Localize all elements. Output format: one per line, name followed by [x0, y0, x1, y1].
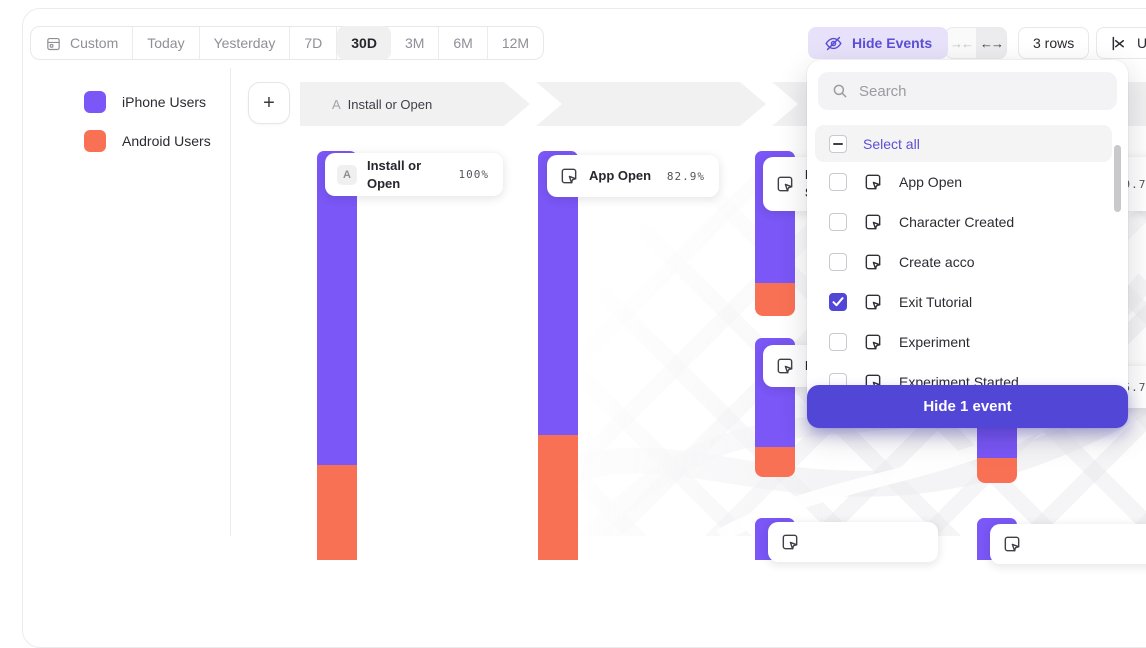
hide-events-label: Hide Events [852, 35, 932, 51]
event-item-character-created[interactable]: Character Created [807, 202, 1128, 242]
event-tap-icon [863, 332, 883, 352]
checkbox-unchecked[interactable] [829, 253, 847, 271]
event-item-label: Create acco [899, 254, 974, 270]
event-search[interactable] [818, 72, 1117, 110]
date-range-6m[interactable]: 6M [439, 27, 487, 59]
legend: iPhone Users Android Users [84, 91, 211, 152]
event-tap-icon [775, 174, 795, 194]
funnel-bar[interactable] [317, 151, 357, 560]
event-tap-icon [863, 292, 883, 312]
collapse-expand-control: →← ←→ [945, 27, 1007, 59]
bar-segment-android [538, 435, 578, 560]
scrollbar-thumb[interactable] [1114, 145, 1121, 212]
event-item-create-acco[interactable]: Create acco [807, 242, 1128, 282]
event-item-label: Experiment [899, 334, 970, 350]
eye-off-icon [824, 34, 843, 53]
date-range-7d[interactable]: 7D [290, 27, 337, 59]
rows-button[interactable]: 3 rows [1018, 27, 1089, 59]
legend-label: Android Users [122, 133, 211, 149]
funnel-step-card[interactable] [990, 524, 1146, 564]
event-item-exit-tutorial[interactable]: Exit Tutorial [807, 282, 1128, 322]
date-range-yesterday[interactable]: Yesterday [200, 27, 291, 59]
funnel-step-card-app-open[interactable]: App Open 82.9% [547, 155, 719, 197]
select-all-label: Select all [863, 136, 920, 152]
bar-segment-iphone [317, 151, 357, 465]
event-item-label: App Open [899, 174, 962, 190]
bar-segment-android [977, 458, 1017, 483]
date-range-label: Yesterday [214, 35, 276, 51]
funnel-step-header-install-or-open[interactable]: A Install or Open [300, 82, 530, 126]
funnel-step-card-install-or-open[interactable]: A Install or Open 100% [325, 153, 503, 196]
calendar-icon [45, 35, 62, 52]
event-tap-icon [863, 212, 883, 232]
date-range-12m[interactable]: 12M [488, 27, 543, 59]
rows-label: 3 rows [1033, 35, 1074, 51]
event-tap-icon [863, 252, 883, 272]
bar-segment-android [755, 447, 795, 477]
date-range-3m[interactable]: 3M [391, 27, 439, 59]
step-card-label: App Open [589, 167, 657, 185]
date-range-label: 30D [351, 35, 377, 51]
legend-item-android-users[interactable]: Android Users [84, 130, 211, 152]
search-icon [831, 82, 849, 100]
select-all-checkbox-indeterminate[interactable] [829, 135, 847, 153]
event-item-label: Character Created [899, 214, 1014, 230]
users-button-label: U [1137, 35, 1146, 51]
checkbox-unchecked[interactable] [829, 333, 847, 351]
event-tap-icon [775, 356, 795, 376]
event-tap-icon [780, 532, 800, 552]
date-range-label: Custom [70, 35, 118, 51]
expand-columns-icon[interactable]: ←→ [976, 28, 1006, 58]
date-range-custom[interactable]: Custom [31, 27, 133, 59]
legend-swatch [84, 91, 106, 113]
legend-label: iPhone Users [122, 94, 206, 110]
date-range-label: 12M [502, 35, 529, 51]
collapse-columns-icon[interactable]: →← [946, 28, 976, 58]
date-range-label: 3M [405, 35, 424, 51]
step-card-percentage: 82.9% [667, 170, 705, 183]
chart-icon [1109, 34, 1128, 53]
add-step-button[interactable]: + [248, 82, 290, 124]
step-prefix: A [332, 97, 341, 112]
select-all-row[interactable]: Select all [815, 125, 1112, 162]
date-range-label: 7D [304, 35, 322, 51]
event-tap-icon [559, 166, 579, 186]
checkbox-unchecked[interactable] [829, 173, 847, 191]
hide-selected-events-label: Hide 1 event [923, 398, 1011, 415]
event-item-label: Exit Tutorial [899, 294, 972, 310]
funnel-step-card[interactable] [768, 522, 938, 562]
event-item-app-open[interactable]: App Open [807, 162, 1128, 202]
date-range-control: Custom Today Yesterday 7D 30D 3M 6M 12M [30, 26, 544, 60]
event-item-experiment[interactable]: Experiment [807, 322, 1128, 362]
date-range-label: 6M [453, 35, 472, 51]
checkbox-unchecked[interactable] [829, 213, 847, 231]
funnel-step-header-2[interactable] [536, 82, 766, 126]
hide-selected-events-button[interactable]: Hide 1 event [807, 385, 1128, 428]
bar-segment-android [317, 465, 357, 560]
step-letter-badge: A [337, 165, 357, 185]
hide-events-dropdown: Select all App Open Character Created Crea… [807, 60, 1128, 428]
legend-item-iphone-users[interactable]: iPhone Users [84, 91, 211, 113]
event-tap-icon [863, 172, 883, 192]
step-card-percentage: 100% [459, 168, 490, 181]
step-header-label: Install or Open [348, 97, 433, 112]
search-input[interactable] [859, 83, 1104, 100]
bar-segment-android [755, 283, 795, 316]
legend-swatch [84, 130, 106, 152]
date-range-label: Today [147, 35, 184, 51]
date-range-today[interactable]: Today [133, 27, 199, 59]
checkbox-checked[interactable] [829, 293, 847, 311]
step-card-label: Install or Open [367, 157, 449, 192]
users-chart-button[interactable]: U [1096, 27, 1146, 59]
date-range-30d[interactable]: 30D [337, 26, 391, 60]
vertical-divider [230, 68, 231, 536]
hide-events-button[interactable]: Hide Events [808, 27, 948, 59]
funnel-bar[interactable] [538, 151, 578, 560]
event-tap-icon [1002, 534, 1022, 554]
